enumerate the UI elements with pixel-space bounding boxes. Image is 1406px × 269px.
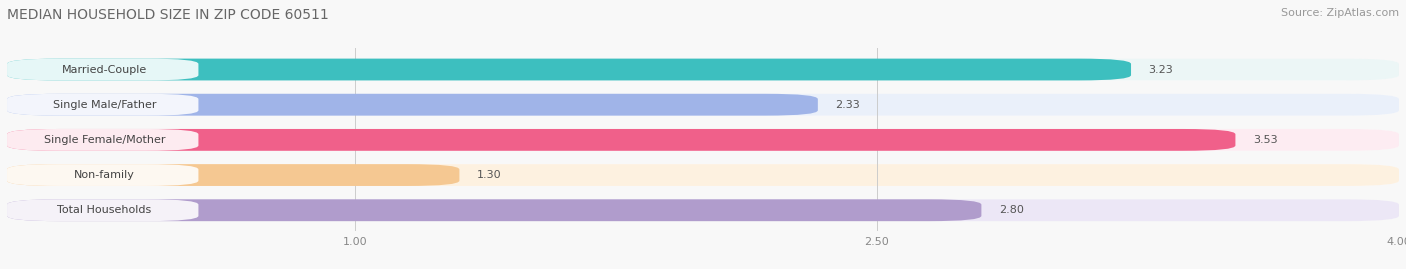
- FancyBboxPatch shape: [7, 129, 198, 151]
- Text: Non-family: Non-family: [75, 170, 135, 180]
- FancyBboxPatch shape: [7, 164, 460, 186]
- FancyBboxPatch shape: [7, 164, 198, 186]
- Text: 2.80: 2.80: [998, 205, 1024, 215]
- FancyBboxPatch shape: [7, 59, 1130, 80]
- FancyBboxPatch shape: [7, 164, 1399, 186]
- FancyBboxPatch shape: [7, 59, 1399, 80]
- FancyBboxPatch shape: [7, 94, 1399, 116]
- FancyBboxPatch shape: [7, 129, 1399, 151]
- Text: 1.30: 1.30: [477, 170, 502, 180]
- Text: Single Male/Father: Single Male/Father: [52, 100, 156, 110]
- FancyBboxPatch shape: [7, 129, 1236, 151]
- Text: Source: ZipAtlas.com: Source: ZipAtlas.com: [1281, 8, 1399, 18]
- Text: Married-Couple: Married-Couple: [62, 65, 148, 75]
- FancyBboxPatch shape: [7, 94, 1399, 116]
- FancyBboxPatch shape: [7, 199, 198, 221]
- FancyBboxPatch shape: [7, 129, 1399, 151]
- FancyBboxPatch shape: [7, 94, 198, 116]
- Text: 3.23: 3.23: [1149, 65, 1173, 75]
- FancyBboxPatch shape: [7, 199, 981, 221]
- Text: MEDIAN HOUSEHOLD SIZE IN ZIP CODE 60511: MEDIAN HOUSEHOLD SIZE IN ZIP CODE 60511: [7, 8, 329, 22]
- Text: Single Female/Mother: Single Female/Mother: [44, 135, 166, 145]
- FancyBboxPatch shape: [7, 59, 198, 80]
- Text: Total Households: Total Households: [58, 205, 152, 215]
- FancyBboxPatch shape: [7, 94, 818, 116]
- Text: 2.33: 2.33: [835, 100, 860, 110]
- FancyBboxPatch shape: [7, 199, 1399, 221]
- FancyBboxPatch shape: [7, 199, 1399, 221]
- FancyBboxPatch shape: [7, 59, 1399, 80]
- Text: 3.53: 3.53: [1253, 135, 1278, 145]
- FancyBboxPatch shape: [7, 164, 1399, 186]
